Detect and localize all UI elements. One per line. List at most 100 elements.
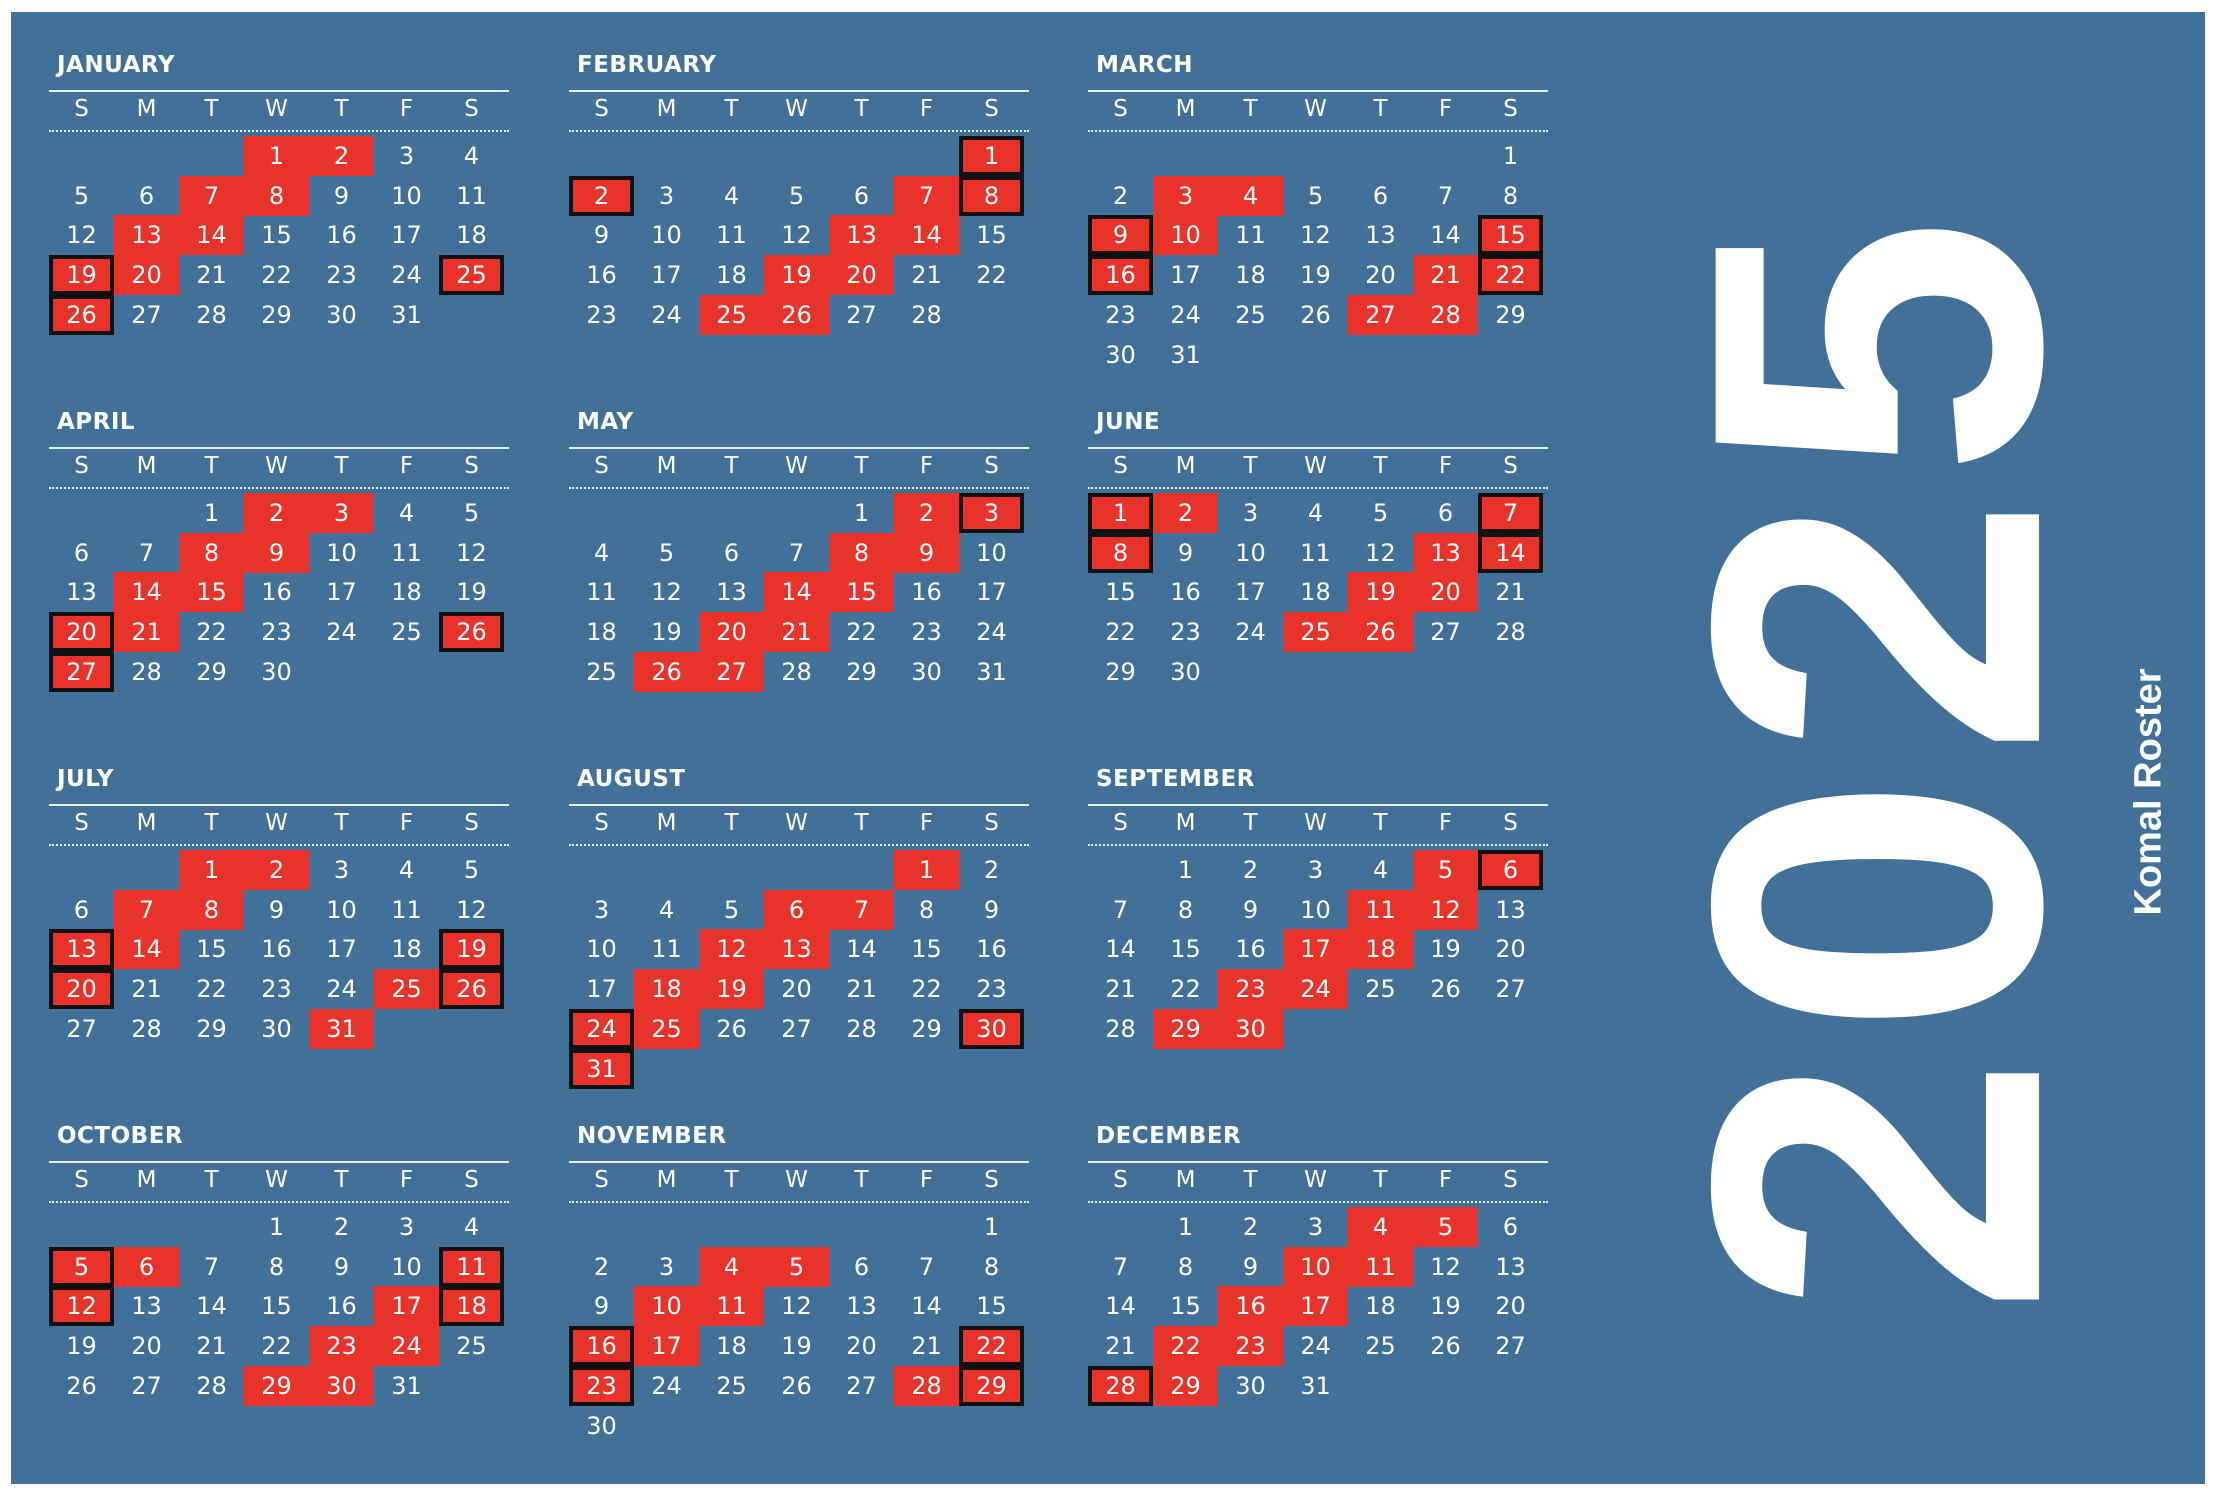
day-cell[interactable]: 2 — [1112, 181, 1129, 210]
day-cell[interactable]: 6 — [138, 181, 155, 210]
day-cell[interactable]: 25 — [1235, 300, 1266, 329]
day-cell[interactable]: 7 — [138, 538, 155, 567]
day-cell[interactable]: 10 — [391, 1252, 422, 1281]
day-cell[interactable]: 4 — [1348, 1207, 1413, 1247]
day-cell[interactable]: 4 — [463, 142, 480, 170]
day-cell[interactable]: 28 — [1413, 294, 1478, 335]
day-cell[interactable]: 5 — [723, 895, 740, 924]
day-cell[interactable]: 5 — [658, 538, 675, 567]
day-cell[interactable]: 26 — [1348, 612, 1413, 653]
day-cell[interactable]: 8 — [179, 889, 244, 930]
day-cell[interactable]: 28 — [196, 1371, 227, 1400]
day-cell[interactable]: 1 — [1177, 856, 1194, 884]
day-cell[interactable]: 27 — [49, 651, 114, 692]
day-cell[interactable]: 20 — [699, 612, 764, 653]
day-cell[interactable]: 16 — [1235, 935, 1266, 964]
day-cell[interactable]: 23 — [911, 618, 942, 647]
day-cell[interactable]: 5 — [463, 499, 480, 527]
day-cell[interactable]: 16 — [586, 261, 617, 290]
day-cell[interactable]: 17 — [1283, 929, 1348, 970]
day-cell[interactable]: 12 — [1413, 889, 1478, 930]
day-cell[interactable]: 8 — [918, 895, 935, 924]
day-cell[interactable]: 20 — [1365, 261, 1396, 290]
day-cell[interactable]: 16 — [326, 1292, 357, 1321]
day-cell[interactable]: 18 — [1348, 929, 1413, 970]
day-cell[interactable]: 7 — [1478, 493, 1543, 533]
day-cell[interactable]: 2 — [244, 850, 309, 890]
day-cell[interactable]: 17 — [634, 1326, 699, 1367]
day-cell[interactable]: 28 — [196, 300, 227, 329]
day-cell[interactable]: 18 — [1300, 578, 1331, 607]
day-cell[interactable]: 3 — [398, 1213, 415, 1241]
day-cell[interactable]: 21 — [911, 1332, 942, 1361]
day-cell[interactable]: 31 — [391, 1371, 422, 1400]
day-cell[interactable]: 9 — [593, 221, 610, 250]
day-cell[interactable]: 16 — [976, 935, 1007, 964]
day-cell[interactable]: 4 — [1218, 175, 1283, 216]
day-cell[interactable]: 7 — [918, 1252, 935, 1281]
day-cell[interactable]: 19 — [1430, 1292, 1461, 1321]
day-cell[interactable]: 5 — [764, 1246, 829, 1287]
day-cell[interactable]: 9 — [894, 532, 959, 573]
day-cell[interactable]: 25 — [716, 1371, 747, 1400]
day-cell[interactable]: 12 — [699, 929, 764, 970]
day-cell[interactable]: 13 — [846, 1292, 877, 1321]
day-cell[interactable]: 9 — [1088, 215, 1153, 256]
day-cell[interactable]: 17 — [976, 578, 1007, 607]
day-cell[interactable]: 1 — [959, 136, 1024, 176]
day-cell[interactable]: 30 — [309, 1365, 374, 1406]
day-cell[interactable]: 11 — [716, 221, 747, 250]
day-cell[interactable]: 21 — [846, 975, 877, 1004]
day-cell[interactable]: 9 — [1177, 538, 1194, 567]
day-cell[interactable]: 13 — [49, 929, 114, 970]
day-cell[interactable]: 22 — [1170, 975, 1201, 1004]
day-cell[interactable]: 23 — [261, 975, 292, 1004]
day-cell[interactable]: 13 — [114, 215, 179, 256]
day-cell[interactable]: 10 — [391, 181, 422, 210]
day-cell[interactable]: 1 — [1177, 1213, 1194, 1241]
day-cell[interactable]: 28 — [1495, 618, 1526, 647]
day-cell[interactable]: 6 — [73, 895, 90, 924]
day-cell[interactable]: 24 — [569, 1008, 634, 1049]
day-cell[interactable]: 16 — [1088, 255, 1153, 296]
day-cell[interactable]: 11 — [1348, 1246, 1413, 1287]
day-cell[interactable]: 19 — [764, 255, 829, 296]
day-cell[interactable]: 12 — [1430, 1252, 1461, 1281]
day-cell[interactable]: 30 — [261, 657, 292, 686]
day-cell[interactable]: 25 — [391, 618, 422, 647]
day-cell[interactable]: 10 — [651, 221, 682, 250]
day-cell[interactable]: 20 — [1413, 572, 1478, 613]
day-cell[interactable]: 5 — [1372, 499, 1389, 527]
day-cell[interactable]: 8 — [268, 1252, 285, 1281]
day-cell[interactable]: 8 — [1177, 1252, 1194, 1281]
day-cell[interactable]: 17 — [1283, 1286, 1348, 1327]
day-cell[interactable]: 3 — [658, 1252, 675, 1281]
day-cell[interactable]: 7 — [1437, 181, 1454, 210]
day-cell[interactable]: 2 — [569, 175, 634, 216]
day-cell[interactable]: 4 — [699, 1246, 764, 1287]
day-cell[interactable]: 24 — [651, 300, 682, 329]
day-cell[interactable]: 16 — [261, 578, 292, 607]
day-cell[interactable]: 24 — [391, 261, 422, 290]
day-cell[interactable]: 10 — [1283, 1246, 1348, 1287]
day-cell[interactable]: 26 — [1300, 300, 1331, 329]
day-cell[interactable]: 16 — [911, 578, 942, 607]
day-cell[interactable]: 14 — [894, 215, 959, 256]
day-cell[interactable]: 8 — [983, 1252, 1000, 1281]
day-cell[interactable]: 22 — [261, 261, 292, 290]
day-cell[interactable]: 21 — [1495, 578, 1526, 607]
day-cell[interactable]: 21 — [1413, 255, 1478, 296]
day-cell[interactable]: 20 — [1495, 1292, 1526, 1321]
day-cell[interactable]: 26 — [764, 294, 829, 335]
day-cell[interactable]: 17 — [326, 935, 357, 964]
day-cell[interactable]: 14 — [846, 935, 877, 964]
day-cell[interactable]: 27 — [699, 651, 764, 692]
day-cell[interactable]: 8 — [244, 175, 309, 216]
day-cell[interactable]: 29 — [1153, 1365, 1218, 1406]
day-cell[interactable]: 1 — [853, 499, 870, 527]
day-cell[interactable]: 4 — [1307, 499, 1324, 527]
day-cell[interactable]: 3 — [959, 493, 1024, 533]
day-cell[interactable]: 7 — [114, 889, 179, 930]
day-cell[interactable]: 22 — [911, 975, 942, 1004]
day-cell[interactable]: 9 — [244, 532, 309, 573]
